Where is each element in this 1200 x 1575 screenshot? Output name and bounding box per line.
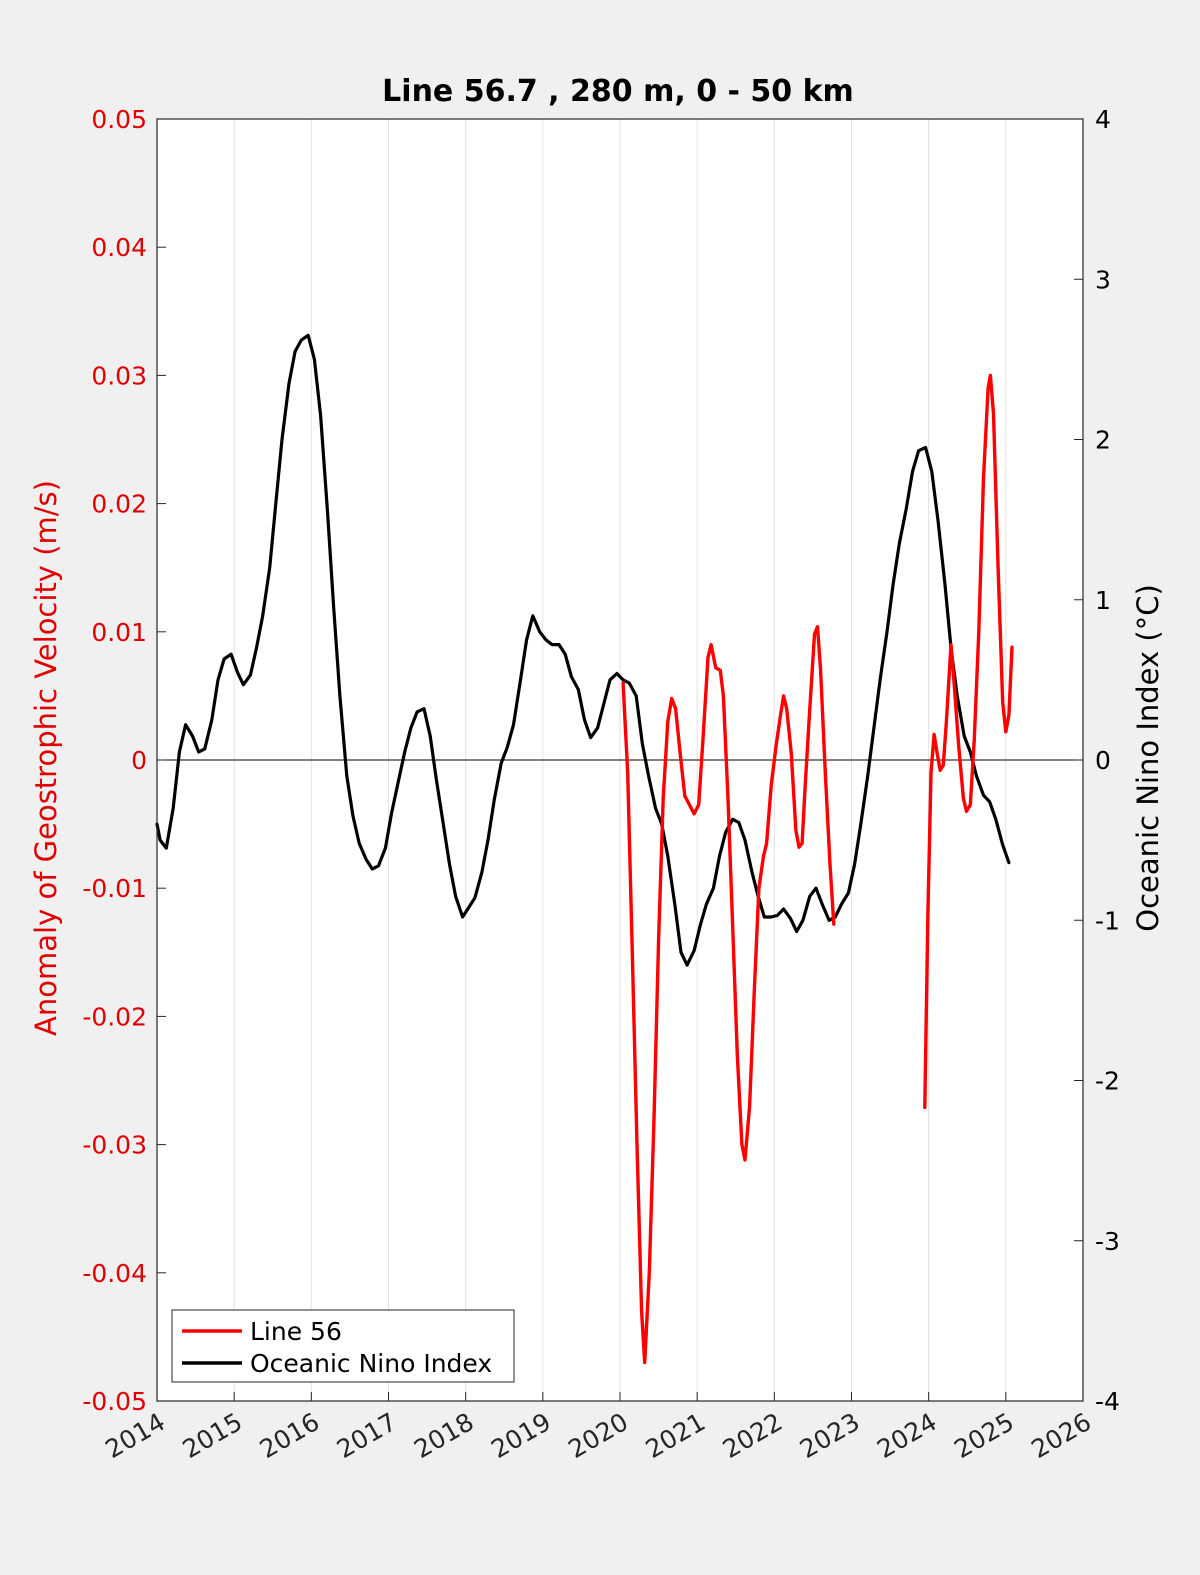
series-line-line-56-segment-1 — [621, 625, 836, 1365]
series — [155, 333, 1014, 1365]
y-right-tick-label: 2 — [1095, 426, 1111, 455]
legend-label-line-56: Line 56 — [250, 1317, 342, 1346]
y-left-tick-label: 0.02 — [91, 490, 147, 519]
y-axis-left-label: Anomaly of Geostrophic Velocity (m/s) — [29, 480, 63, 1036]
y-right-tick-label: -3 — [1095, 1227, 1120, 1256]
y-left-tick-label: 0 — [131, 746, 147, 775]
y-left-tick-label: -0.04 — [82, 1259, 147, 1288]
y-right-tick-label: 4 — [1095, 105, 1111, 134]
y-left-tick-label: 0.03 — [91, 361, 147, 390]
legend-label-oni: Oceanic Nino Index — [250, 1349, 492, 1378]
y-right-tick-label: -4 — [1095, 1387, 1120, 1416]
legend: Line 56 Oceanic Nino Index — [171, 1309, 515, 1383]
chart-title: Line 56.7 , 280 m, 0 - 50 km — [382, 74, 854, 109]
y-right-tick-label: 3 — [1095, 265, 1111, 294]
y-left-tick-label: 0.01 — [91, 618, 147, 647]
y-left-tick-label: -0.05 — [82, 1387, 147, 1416]
y-left-tick-label: -0.03 — [82, 1131, 147, 1160]
series-line-line-56-segment-2 — [923, 373, 1014, 1110]
y-right-tick-label: 1 — [1095, 586, 1111, 615]
series-line-oceanic-nino-index — [155, 333, 1011, 967]
y-right-tick-label: -1 — [1095, 906, 1120, 935]
y-left-tick-label: -0.02 — [82, 1002, 147, 1031]
y-right-tick-label: -2 — [1095, 1067, 1120, 1096]
axis-ticks — [156, 118, 1084, 1402]
y-left-tick-label: -0.01 — [82, 874, 147, 903]
y-left-tick-label: 0.05 — [91, 105, 147, 134]
legend-box — [171, 1309, 515, 1383]
y-left-tick-label: 0.04 — [91, 233, 147, 262]
y-axis-right-label: Oceanic Nino Index (°C) — [1131, 584, 1165, 932]
y-right-tick-label: 0 — [1095, 746, 1111, 775]
